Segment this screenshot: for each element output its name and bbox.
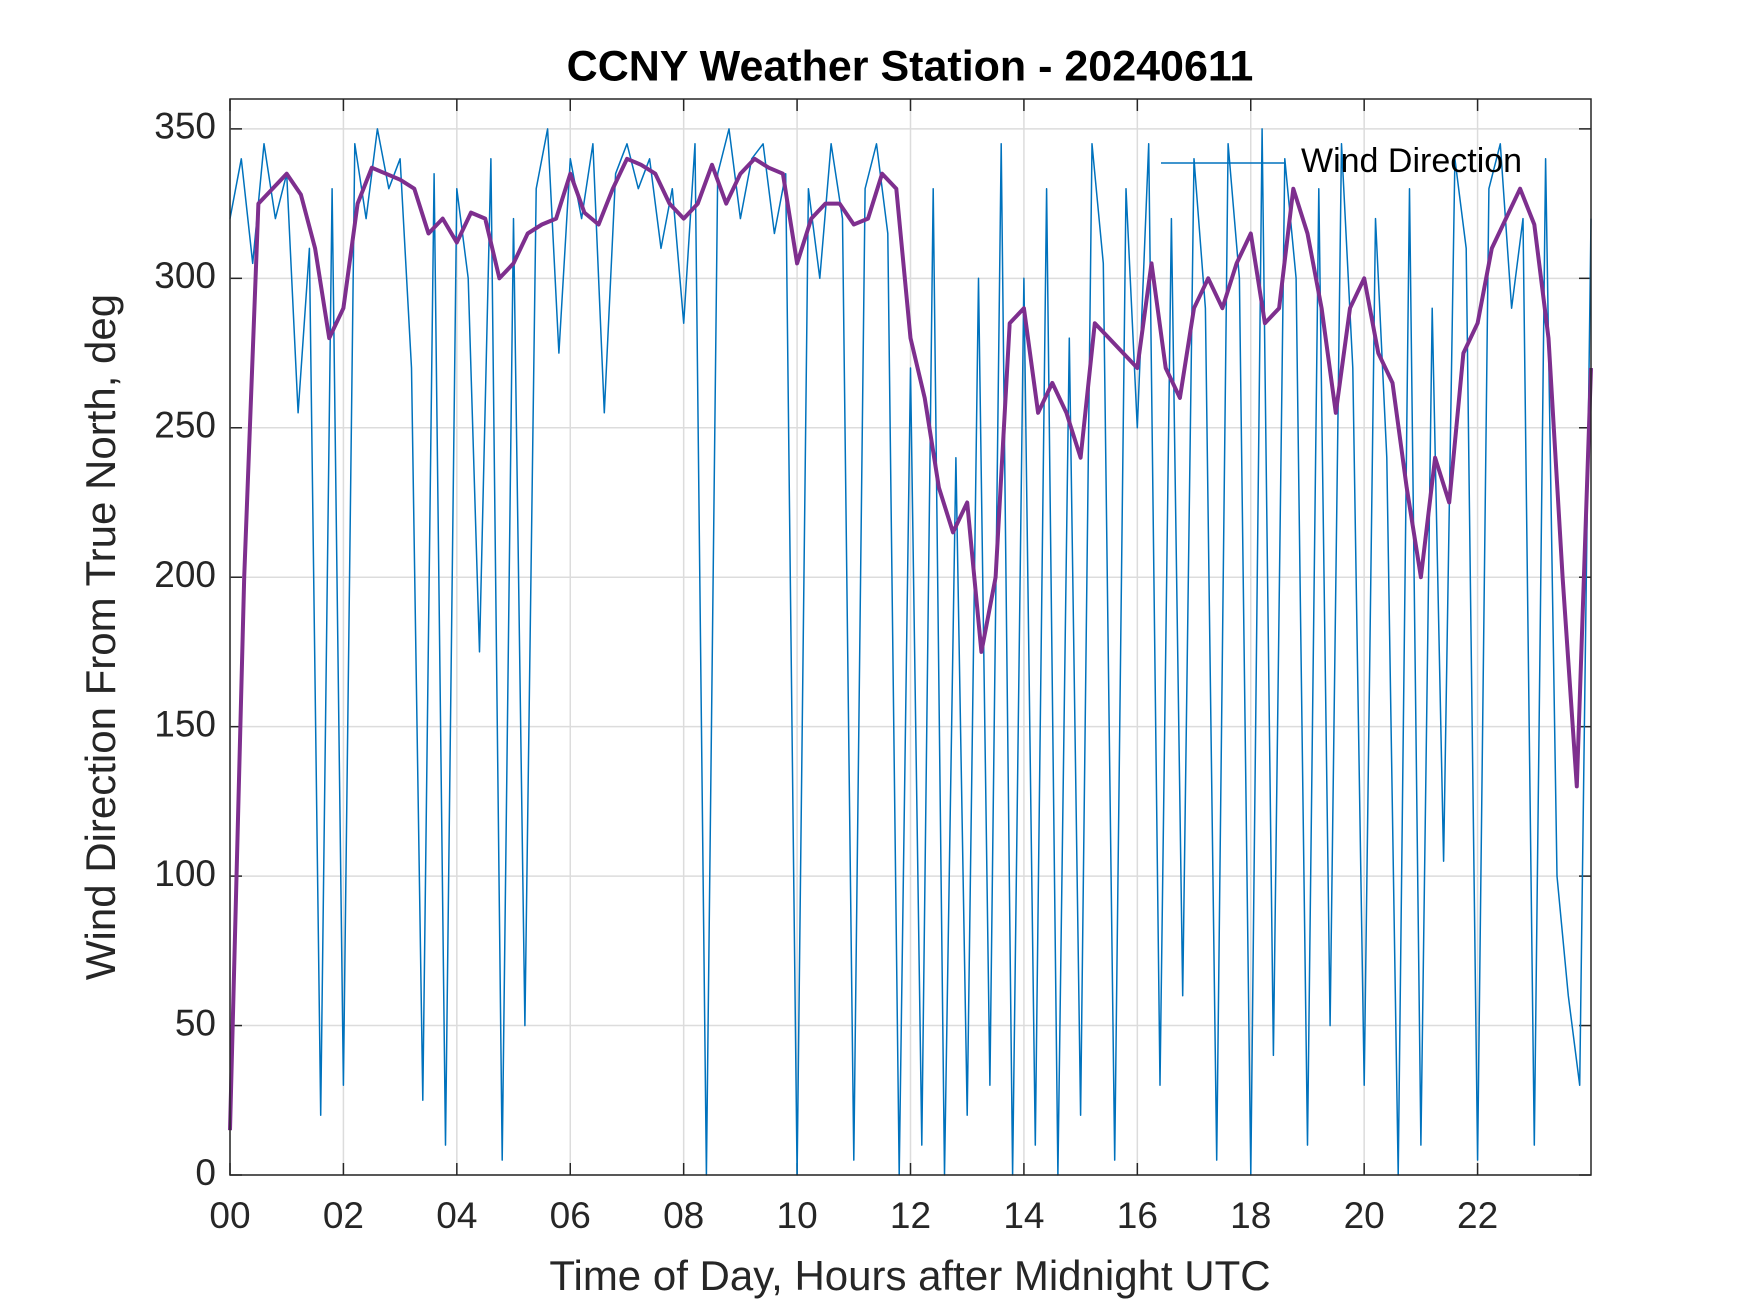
x-tick-label: 18: [1230, 1195, 1271, 1236]
y-tick-label: 50: [175, 1002, 216, 1043]
y-tick-label: 100: [154, 853, 216, 894]
data-line: [228, 156, 1593, 1131]
x-tick-label: 04: [436, 1195, 477, 1236]
x-tick-label: 02: [323, 1195, 364, 1236]
y-tick-label: 350: [154, 106, 216, 147]
axes-box: [229, 98, 1592, 1176]
x-tick-label: 08: [663, 1195, 704, 1236]
legend-label: Wind Direction: [1301, 142, 1522, 180]
x-tick-label: 06: [550, 1195, 591, 1236]
y-tick-label: 250: [154, 405, 216, 446]
data-line: [229, 128, 1592, 1176]
x-tick-label: 20: [1344, 1195, 1385, 1236]
x-tick-label: 14: [1003, 1195, 1044, 1236]
x-axis-label: Time of Day, Hours after Midnight UTC: [549, 1252, 1270, 1299]
y-tick-label: 200: [154, 554, 216, 595]
x-tick-label: 16: [1117, 1195, 1158, 1236]
y-axis-label: Wind Direction From True North, deg: [77, 294, 124, 980]
x-tick-label: 12: [890, 1195, 931, 1236]
x-tick-label: 00: [209, 1195, 250, 1236]
y-tick-label: 150: [154, 703, 216, 744]
x-tick-label: 22: [1457, 1195, 1498, 1236]
y-tick-label: 0: [195, 1152, 216, 1193]
chart-title: CCNY Weather Station - 20240611: [567, 42, 1254, 90]
y-tick-label: 300: [154, 255, 216, 296]
x-tick-label: 10: [777, 1195, 818, 1236]
